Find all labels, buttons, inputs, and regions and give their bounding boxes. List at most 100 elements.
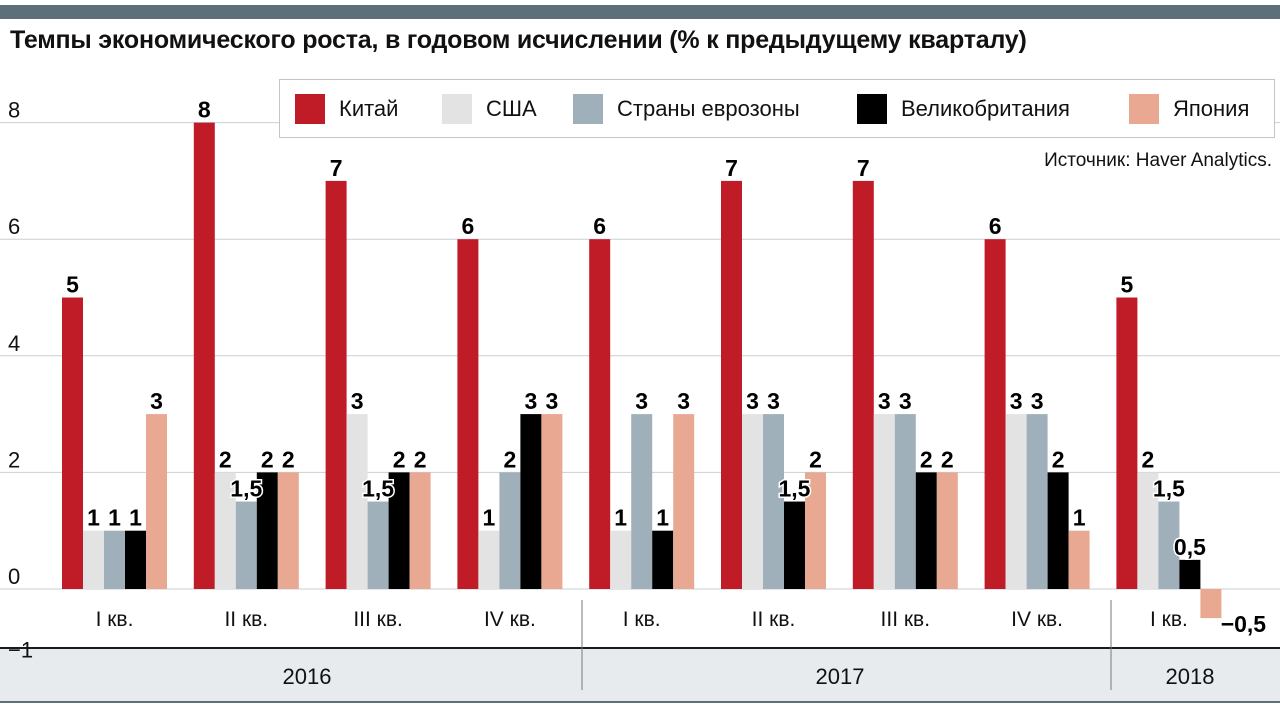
- y-tick-label: 0: [8, 564, 20, 589]
- top-bar: [0, 5, 1280, 19]
- legend-item-japan: Япония: [1129, 94, 1249, 124]
- x-axis-band: [0, 600, 1280, 703]
- bar: [1005, 414, 1027, 589]
- legend-item-eurozone: Страны еврозоны: [573, 94, 800, 124]
- bar: [520, 414, 542, 589]
- y-tick-label: −1: [8, 637, 33, 662]
- x-tick-label: IV кв.: [1011, 608, 1063, 631]
- bar: [235, 501, 257, 589]
- bar: [852, 180, 874, 589]
- bar: [610, 530, 632, 589]
- data-label: 2: [941, 446, 954, 472]
- bar: [784, 501, 805, 589]
- legend-swatch-china: [295, 94, 325, 124]
- bar: [125, 530, 146, 589]
- bar: [915, 472, 937, 589]
- x-tick-label: III кв.: [353, 608, 403, 631]
- bars: [62, 122, 1222, 619]
- bar: [673, 414, 695, 589]
- data-label: 1,5: [362, 476, 394, 502]
- data-label: 1: [1073, 505, 1086, 531]
- legend-label-usa: США: [486, 96, 537, 121]
- bar: [936, 472, 958, 589]
- bar: [277, 472, 299, 589]
- data-label: 2: [219, 446, 232, 472]
- data-label: 1: [129, 505, 142, 531]
- data-label: 1,5: [779, 476, 811, 502]
- data-label: 3: [150, 388, 163, 414]
- data-label: 2: [261, 446, 274, 472]
- legend-label-china: Китай: [339, 96, 399, 121]
- x-tick-label: II кв.: [224, 608, 268, 631]
- bar: [652, 530, 674, 589]
- x-tick-label: I кв.: [1150, 608, 1188, 631]
- data-label: 2: [809, 446, 822, 472]
- year-band: [0, 648, 1280, 702]
- data-label: 0,5: [1174, 534, 1206, 560]
- bar: [83, 530, 104, 589]
- data-label: 3: [767, 388, 780, 414]
- y-tick-label: 8: [8, 98, 20, 123]
- axis-ticks: 8 6 4 2 0 −1 I кв. II кв. III кв. IV кв. I кв. II к…: [8, 98, 1214, 689]
- data-label: 2: [504, 446, 517, 472]
- year-label: 2016: [283, 664, 332, 689]
- x-tick-label: I кв.: [623, 608, 661, 631]
- legend-label-uk: Великобритания: [901, 96, 1070, 121]
- data-label: 3: [635, 388, 648, 414]
- x-tick-label: III кв.: [881, 608, 931, 631]
- x-tick-label: II кв.: [752, 608, 796, 631]
- data-label: 2: [282, 446, 295, 472]
- bar: [631, 414, 653, 589]
- chart-title: Темпы экономического роста, в годовом ис…: [10, 26, 1027, 54]
- data-label: 6: [989, 213, 1002, 239]
- data-label: 2: [414, 446, 427, 472]
- bar: [346, 414, 368, 589]
- data-label: 7: [725, 155, 738, 181]
- data-label: 1: [483, 505, 496, 531]
- bar: [1158, 501, 1180, 589]
- bar: [763, 414, 784, 589]
- bar: [742, 414, 763, 589]
- legend-label-japan: Япония: [1173, 96, 1250, 121]
- bar: [1137, 472, 1159, 589]
- data-label: 2: [920, 446, 933, 472]
- data-label: 3: [746, 388, 759, 414]
- bar: [1047, 472, 1069, 589]
- bar: [325, 180, 347, 589]
- data-label: 1: [108, 505, 121, 531]
- data-label: 3: [546, 388, 559, 414]
- bar: [1068, 530, 1090, 589]
- legend-swatch-uk: [857, 94, 887, 124]
- data-label: 3: [878, 388, 891, 414]
- data-label: 1,5: [230, 476, 262, 502]
- data-label: 3: [899, 388, 912, 414]
- data-label: 1: [614, 505, 627, 531]
- legend-item-uk: Великобритания: [857, 94, 1070, 124]
- legend-swatch-usa: [442, 94, 472, 124]
- data-label: 2: [393, 446, 406, 472]
- bar: [1200, 589, 1222, 619]
- x-tick-label: IV кв.: [484, 608, 536, 631]
- data-label: 1: [656, 505, 669, 531]
- bar: [478, 530, 500, 589]
- y-tick-label: 2: [8, 447, 20, 472]
- data-label: 7: [330, 155, 343, 181]
- y-tick-label: 4: [8, 331, 20, 356]
- year-label: 2018: [1166, 664, 1215, 689]
- source-note: Источник: Haver Analytics.: [1044, 150, 1272, 171]
- bar: [457, 239, 479, 589]
- data-label: 7: [857, 155, 870, 181]
- data-label: 3: [677, 388, 690, 414]
- bar: [367, 501, 389, 589]
- data-label: 3: [525, 388, 538, 414]
- bar: [805, 472, 826, 589]
- legend-item-china: Китай: [295, 94, 398, 124]
- bar: [499, 472, 521, 589]
- legend-swatch-eurozone: [573, 94, 603, 124]
- bar: [193, 122, 215, 589]
- bar: [873, 414, 895, 589]
- bar: [721, 180, 742, 589]
- data-label: 1,5: [1153, 476, 1185, 502]
- bar: [256, 472, 278, 589]
